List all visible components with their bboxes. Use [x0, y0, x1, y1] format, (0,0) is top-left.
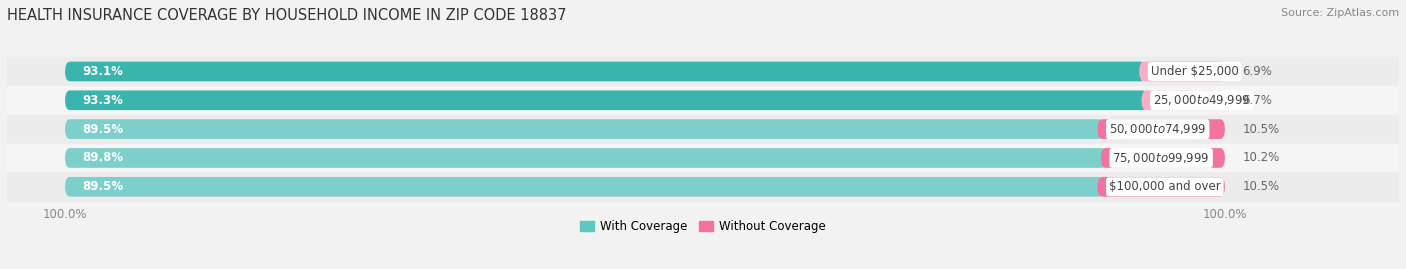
FancyBboxPatch shape	[65, 90, 1147, 110]
Text: 89.5%: 89.5%	[83, 180, 124, 193]
Text: $25,000 to $49,999: $25,000 to $49,999	[1153, 93, 1250, 107]
Legend: With Coverage, Without Coverage: With Coverage, Without Coverage	[579, 220, 827, 233]
Text: 89.5%: 89.5%	[83, 123, 124, 136]
FancyBboxPatch shape	[65, 177, 1225, 197]
Text: 100.0%: 100.0%	[42, 208, 87, 221]
Text: $75,000 to $99,999: $75,000 to $99,999	[1112, 151, 1211, 165]
FancyBboxPatch shape	[1139, 62, 1225, 81]
Bar	[7, 144, 1399, 172]
Text: 89.8%: 89.8%	[83, 151, 124, 164]
Bar	[7, 86, 1399, 115]
Text: 10.5%: 10.5%	[1243, 123, 1279, 136]
Text: 93.1%: 93.1%	[83, 65, 124, 78]
Text: Under $25,000: Under $25,000	[1150, 65, 1239, 78]
Text: 100.0%: 100.0%	[1202, 208, 1247, 221]
Text: 10.5%: 10.5%	[1243, 180, 1279, 193]
FancyBboxPatch shape	[65, 148, 1225, 168]
Text: HEALTH INSURANCE COVERAGE BY HOUSEHOLD INCOME IN ZIP CODE 18837: HEALTH INSURANCE COVERAGE BY HOUSEHOLD I…	[7, 8, 567, 23]
Bar	[7, 172, 1399, 201]
FancyBboxPatch shape	[65, 148, 1107, 168]
Text: Source: ZipAtlas.com: Source: ZipAtlas.com	[1281, 8, 1399, 18]
FancyBboxPatch shape	[65, 119, 1104, 139]
FancyBboxPatch shape	[1098, 119, 1225, 139]
Text: 10.2%: 10.2%	[1243, 151, 1279, 164]
FancyBboxPatch shape	[65, 62, 1225, 81]
Bar	[7, 57, 1399, 86]
Text: 6.9%: 6.9%	[1243, 65, 1272, 78]
FancyBboxPatch shape	[65, 90, 1225, 110]
Text: 93.3%: 93.3%	[83, 94, 124, 107]
FancyBboxPatch shape	[1101, 148, 1225, 168]
FancyBboxPatch shape	[1098, 177, 1225, 197]
Text: 6.7%: 6.7%	[1243, 94, 1272, 107]
Text: $50,000 to $74,999: $50,000 to $74,999	[1109, 122, 1206, 136]
FancyBboxPatch shape	[65, 119, 1225, 139]
FancyBboxPatch shape	[1142, 90, 1225, 110]
Bar	[7, 115, 1399, 144]
FancyBboxPatch shape	[65, 62, 1144, 81]
Text: $100,000 and over: $100,000 and over	[1109, 180, 1220, 193]
FancyBboxPatch shape	[65, 177, 1104, 197]
